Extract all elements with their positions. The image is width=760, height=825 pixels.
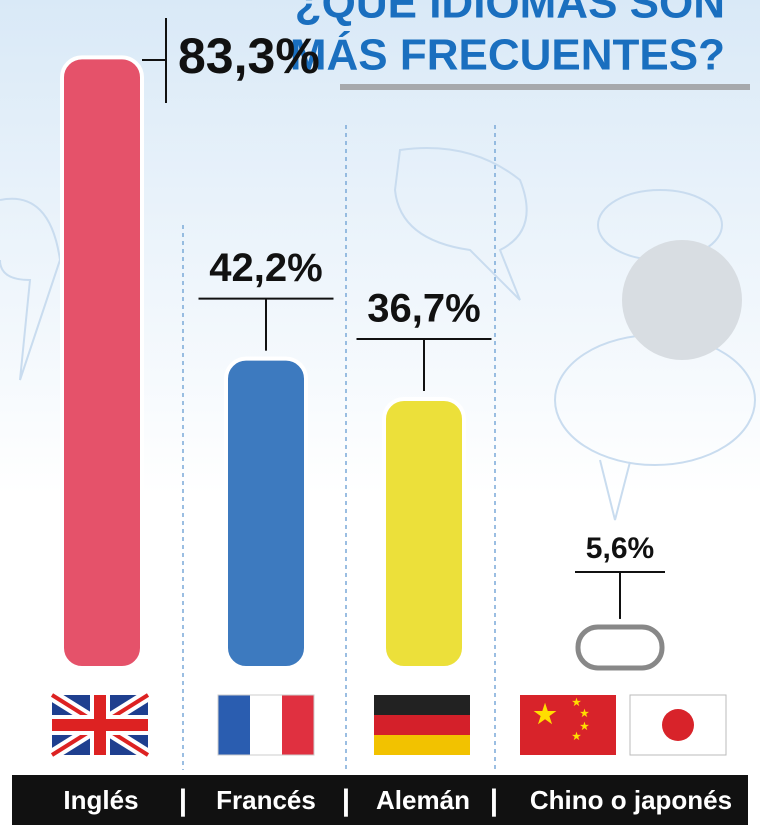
svg-text:|: | [490,784,498,817]
svg-text:★: ★ [580,722,589,733]
category-label: Chino o japonés [530,785,732,815]
title-line: ¿QUÉ IDIOMAS SON [295,0,725,28]
svg-text:★: ★ [572,732,581,743]
svg-text:|: | [342,784,350,817]
bar [224,356,308,670]
category-bar [12,775,748,825]
flag-uk [48,689,152,761]
category-label: Alemán [376,785,470,815]
title-line: MÁS FRECUENTES? [290,30,725,80]
bubble-decoration [622,240,742,360]
title-underline [340,84,750,90]
bar [575,624,665,671]
value-label: 36,7% [367,287,480,331]
value-label: 83,3% [178,28,320,84]
category-label: Francés [216,785,316,815]
flag-china: ★ ★★ ★★ [520,695,616,755]
value-label: 42,2% [209,246,322,290]
bar [60,55,144,670]
dividers [182,125,496,770]
flag-germany [374,695,470,755]
svg-text:★: ★ [580,709,589,720]
svg-text:★: ★ [533,699,557,729]
category-label: Inglés [63,785,138,815]
flag-france [217,694,315,756]
svg-text:★: ★ [572,698,581,709]
svg-text:|: | [179,784,187,817]
value-label: 5,6% [586,532,654,565]
separators: | | | [179,784,498,817]
flags: ★ ★★ ★★ [48,689,727,761]
flag-japan [629,694,727,756]
bar [382,396,466,670]
